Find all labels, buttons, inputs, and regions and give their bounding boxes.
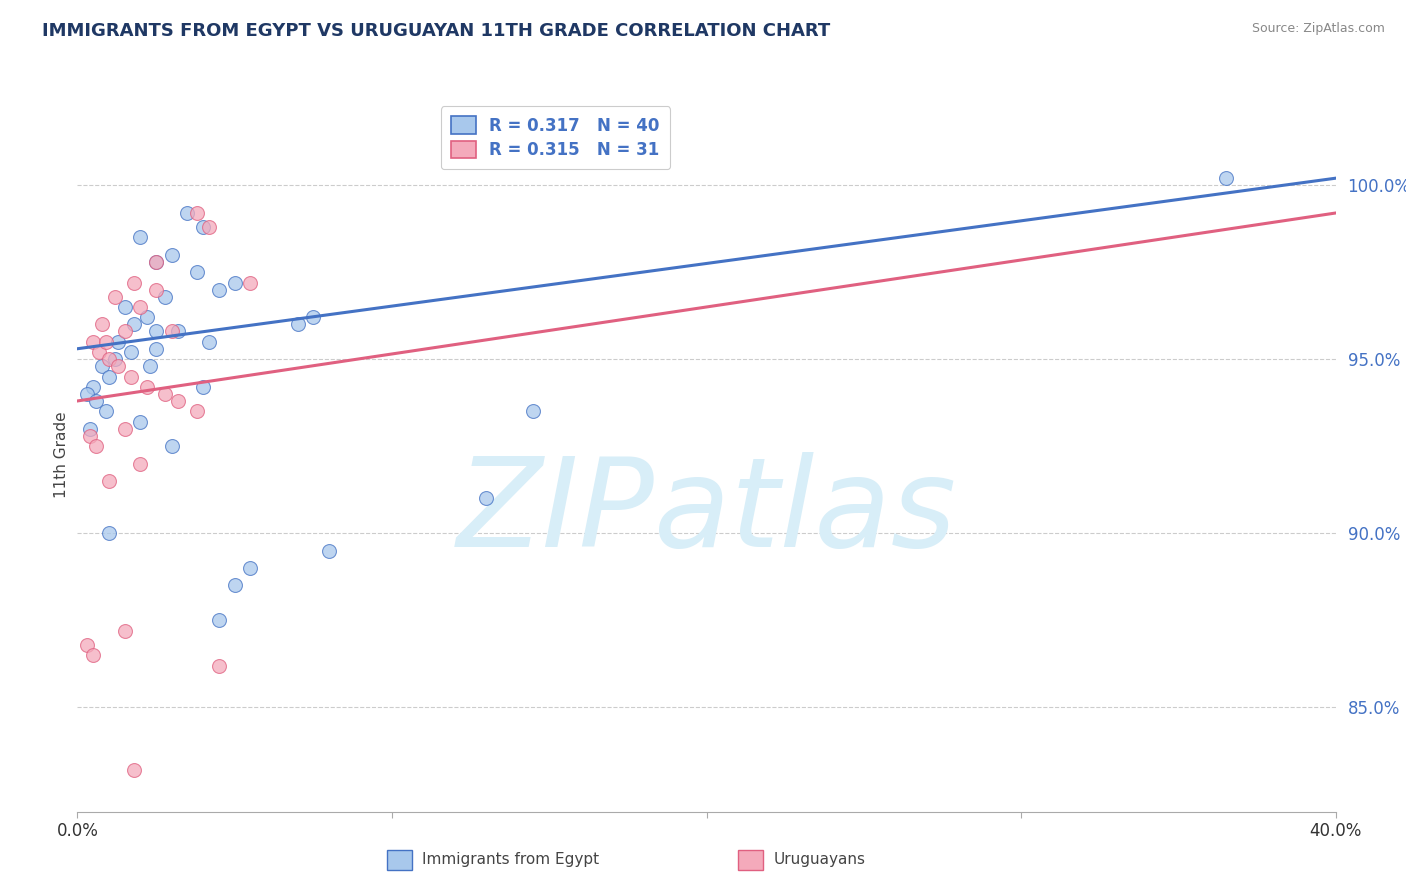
Point [186, 404, 208, 418]
Point [145, 254, 167, 268]
Y-axis label: 11th Grade: 11th Grade [53, 411, 69, 499]
Point [160, 248, 183, 262]
Point [104, 289, 127, 303]
Point [122, 276, 145, 290]
Point [97, 526, 120, 541]
Point [82, 648, 104, 662]
Point [122, 763, 145, 777]
Point [76, 638, 98, 652]
Text: Source: ZipAtlas.com: Source: ZipAtlas.com [1251, 22, 1385, 36]
Point [208, 283, 231, 297]
Point [1215, 171, 1237, 186]
Point [120, 369, 142, 384]
Point [114, 422, 136, 436]
Point [191, 219, 215, 234]
Point [84, 394, 107, 409]
Point [224, 276, 246, 290]
Point [302, 310, 325, 325]
Point [97, 369, 120, 384]
Point [224, 578, 246, 592]
Point [176, 206, 198, 220]
Point [107, 334, 129, 349]
Point [239, 276, 262, 290]
Text: IMMIGRANTS FROM EGYPT VS URUGUAYAN 11TH GRADE CORRELATION CHART: IMMIGRANTS FROM EGYPT VS URUGUAYAN 11TH … [42, 22, 831, 40]
Point [186, 265, 208, 279]
Text: ZIPatlas: ZIPatlas [457, 451, 956, 573]
Point [160, 324, 183, 338]
Point [318, 543, 340, 558]
Point [145, 324, 167, 338]
Point [129, 457, 152, 471]
Point [122, 318, 145, 332]
Point [155, 387, 177, 401]
Point [167, 394, 190, 409]
Point [129, 415, 152, 429]
Point [76, 387, 98, 401]
Point [114, 300, 136, 314]
Point [145, 342, 167, 356]
Point [186, 206, 208, 220]
Point [82, 334, 104, 349]
Point [135, 380, 157, 394]
Point [191, 380, 215, 394]
Point [97, 352, 120, 367]
Point [114, 624, 136, 638]
Point [145, 283, 167, 297]
Point [94, 404, 117, 418]
Text: Uruguayans: Uruguayans [773, 853, 865, 867]
Point [522, 404, 544, 418]
Point [82, 380, 104, 394]
Point [135, 310, 157, 325]
Point [198, 334, 221, 349]
Point [89, 345, 111, 359]
Point [155, 289, 177, 303]
Point [475, 491, 498, 506]
Legend: R = 0.317   N = 40, R = 0.315   N = 31: R = 0.317 N = 40, R = 0.315 N = 31 [441, 106, 669, 169]
Point [208, 658, 231, 673]
Point [145, 254, 167, 268]
Point [94, 334, 117, 349]
Point [239, 561, 262, 575]
Point [160, 439, 183, 453]
Point [84, 439, 107, 453]
Point [120, 345, 142, 359]
Point [91, 359, 114, 373]
Point [79, 429, 101, 443]
Point [129, 230, 152, 244]
Point [107, 359, 129, 373]
Point [287, 318, 309, 332]
Point [91, 318, 114, 332]
Point [114, 324, 136, 338]
Point [97, 474, 120, 488]
Point [129, 300, 152, 314]
Point [104, 352, 127, 367]
Point [208, 613, 231, 627]
Point [198, 219, 221, 234]
Point [79, 422, 101, 436]
Point [138, 359, 160, 373]
Point [167, 324, 190, 338]
Text: Immigrants from Egypt: Immigrants from Egypt [422, 853, 599, 867]
